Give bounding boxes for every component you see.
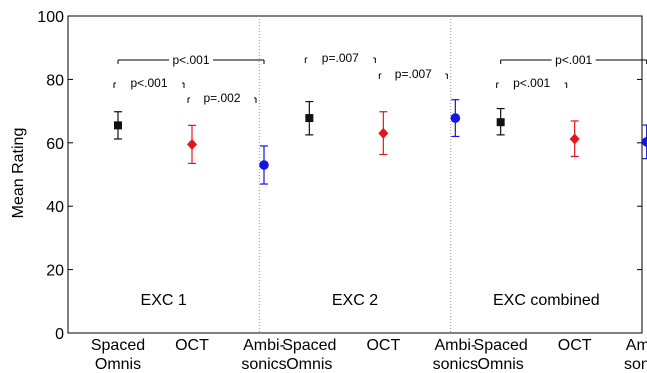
y-tick-label: 40	[46, 199, 64, 216]
y-tick-label: 0	[55, 326, 64, 343]
mean-marker-circle	[259, 160, 269, 170]
x-tick-label-line2: sonics	[433, 356, 478, 373]
panel-label: EXC 2	[332, 292, 378, 309]
sig-label: p<.001	[172, 53, 209, 67]
x-tick-label-line2: Omnis	[95, 356, 141, 373]
y-tick-label: 20	[46, 263, 64, 280]
x-tick-label: Spaced	[282, 337, 336, 354]
y-tick-label: 100	[37, 9, 64, 26]
y-tick-label: 80	[46, 72, 64, 89]
y-tick-label: 60	[46, 136, 64, 153]
mean-marker-diamond	[569, 133, 580, 145]
y-axis-label: Mean Rating	[10, 128, 27, 219]
sig-label: p<.001	[555, 53, 592, 67]
mean-marker-diamond	[187, 138, 197, 150]
sig-label: p=.007	[395, 67, 432, 81]
mean-marker-circle	[450, 113, 461, 123]
plot-area: 0 20 40 60 80 100 EXC 1 p<.001 p<.001 p=.002 EXC 2…	[37, 9, 647, 373]
x-tick-label-line2: Omnis	[478, 356, 524, 373]
sig-label: p<.001	[513, 76, 550, 90]
x-tick-label-line2: sonics	[241, 356, 286, 373]
panel-label: EXC combined	[493, 292, 600, 309]
x-tick-label: Ambi-	[626, 337, 647, 354]
x-tick-label: Spaced	[474, 337, 528, 354]
x-tick-label: Ambi-	[243, 337, 285, 354]
x-tick-label: Ambi-	[434, 337, 476, 354]
x-tick-label: OCT	[366, 337, 400, 354]
panel-label: EXC 1	[141, 292, 187, 309]
x-tick-label: OCT	[175, 337, 209, 354]
sig-label: p=.002	[203, 91, 240, 105]
sig-label: p<.001	[130, 76, 167, 90]
mean-marker-square	[114, 121, 122, 130]
mean-marker-circle	[641, 137, 647, 147]
mean-marker-square	[305, 114, 314, 123]
sig-label: p=.007	[322, 51, 359, 65]
plot-frame	[67, 15, 643, 334]
x-tick-label-line2: Omnis	[286, 356, 332, 373]
mean-marker-diamond	[378, 127, 389, 139]
x-tick-label: Spaced	[91, 337, 145, 354]
x-tick-label-line2: sonics	[624, 356, 647, 373]
mean-marker-square	[496, 118, 505, 127]
x-tick-label: OCT	[558, 337, 592, 354]
